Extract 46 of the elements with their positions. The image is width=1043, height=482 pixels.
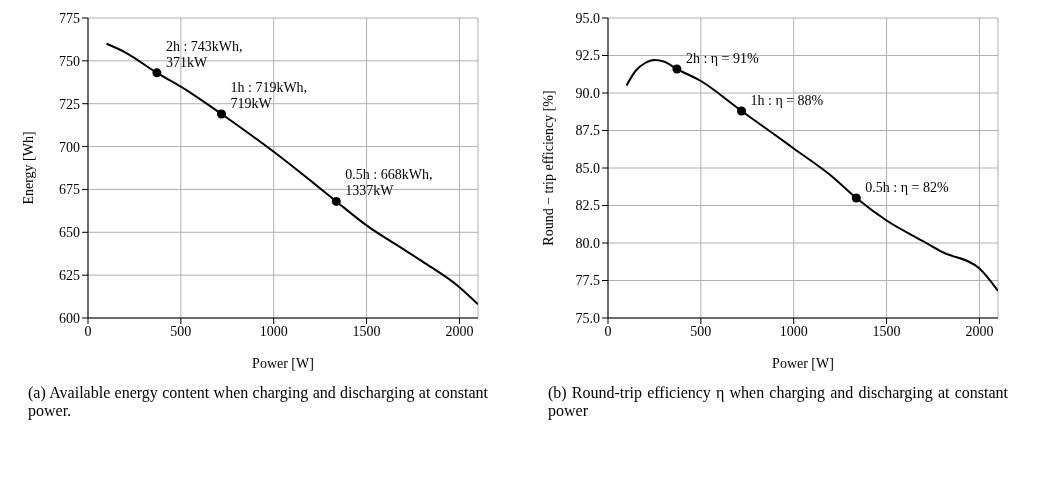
point [331,196,341,206]
x-tick-label: 2000 [445,323,474,339]
point [217,109,227,119]
line-series [105,42,478,306]
x-tick-label: 500 [170,323,192,339]
x-axis-title: Power [W] [772,356,834,371]
y-tick-label: 82.5 [575,198,600,214]
annotation: 0.5h : η = 82% [865,180,949,195]
y-tick-label: 75.0 [575,310,600,326]
y-tick-label: 750 [59,53,80,69]
y-tick-label: 600 [59,310,80,326]
x-tick-label: 1500 [352,323,381,339]
x-tick-label: 0 [604,323,612,339]
point [672,64,682,74]
x-axis-title: Power [W] [252,356,314,371]
x-tick-label: 0 [84,323,92,339]
annotation: 0.5h : 668kWh, 1337kW [345,167,433,199]
text: (b) Round-trip efficiency η when charging and discharging at constant power [547,383,1009,420]
y-tick-label: 95.0 [575,10,600,26]
y-tick-label: 90.0 [575,85,600,101]
x-tick-label: 1000 [259,323,288,339]
x-tick-label: 1000 [779,323,808,339]
y-tick-label: 775 [59,10,80,26]
annotation: 1h : 719kWh, 719kW [230,80,308,111]
point [152,68,162,78]
y-tick-label: 92.5 [575,48,600,64]
text: (a) Available energy content when charging and discharging at constant power. [27,383,489,420]
y-tick-label: 700 [59,139,80,155]
y-tick-label: 625 [59,268,80,284]
x-tick-label: 500 [690,323,712,339]
annotation: 2h : η = 91% [685,51,760,66]
point [851,193,861,203]
annotation: 1h : η = 88% [750,93,824,108]
y-tick-label: 77.5 [575,273,600,289]
y-axis-title: Energy [Wh] [20,131,36,205]
y-tick-label: 80.0 [575,235,600,251]
y-tick-label: 650 [59,225,80,241]
x-tick-label: 1500 [872,323,901,339]
x-tick-label: 2000 [965,323,994,339]
point [737,106,747,116]
y-tick-label: 87.5 [575,123,600,139]
y-tick-label: 675 [59,182,80,198]
annotation: 2h : 743kWh, 371kW [165,38,243,70]
y-tick-label: 725 [59,96,80,112]
y-tick-label: 85.0 [575,160,600,176]
y-axis-title: Round − trip efficiency [%] [540,90,556,246]
